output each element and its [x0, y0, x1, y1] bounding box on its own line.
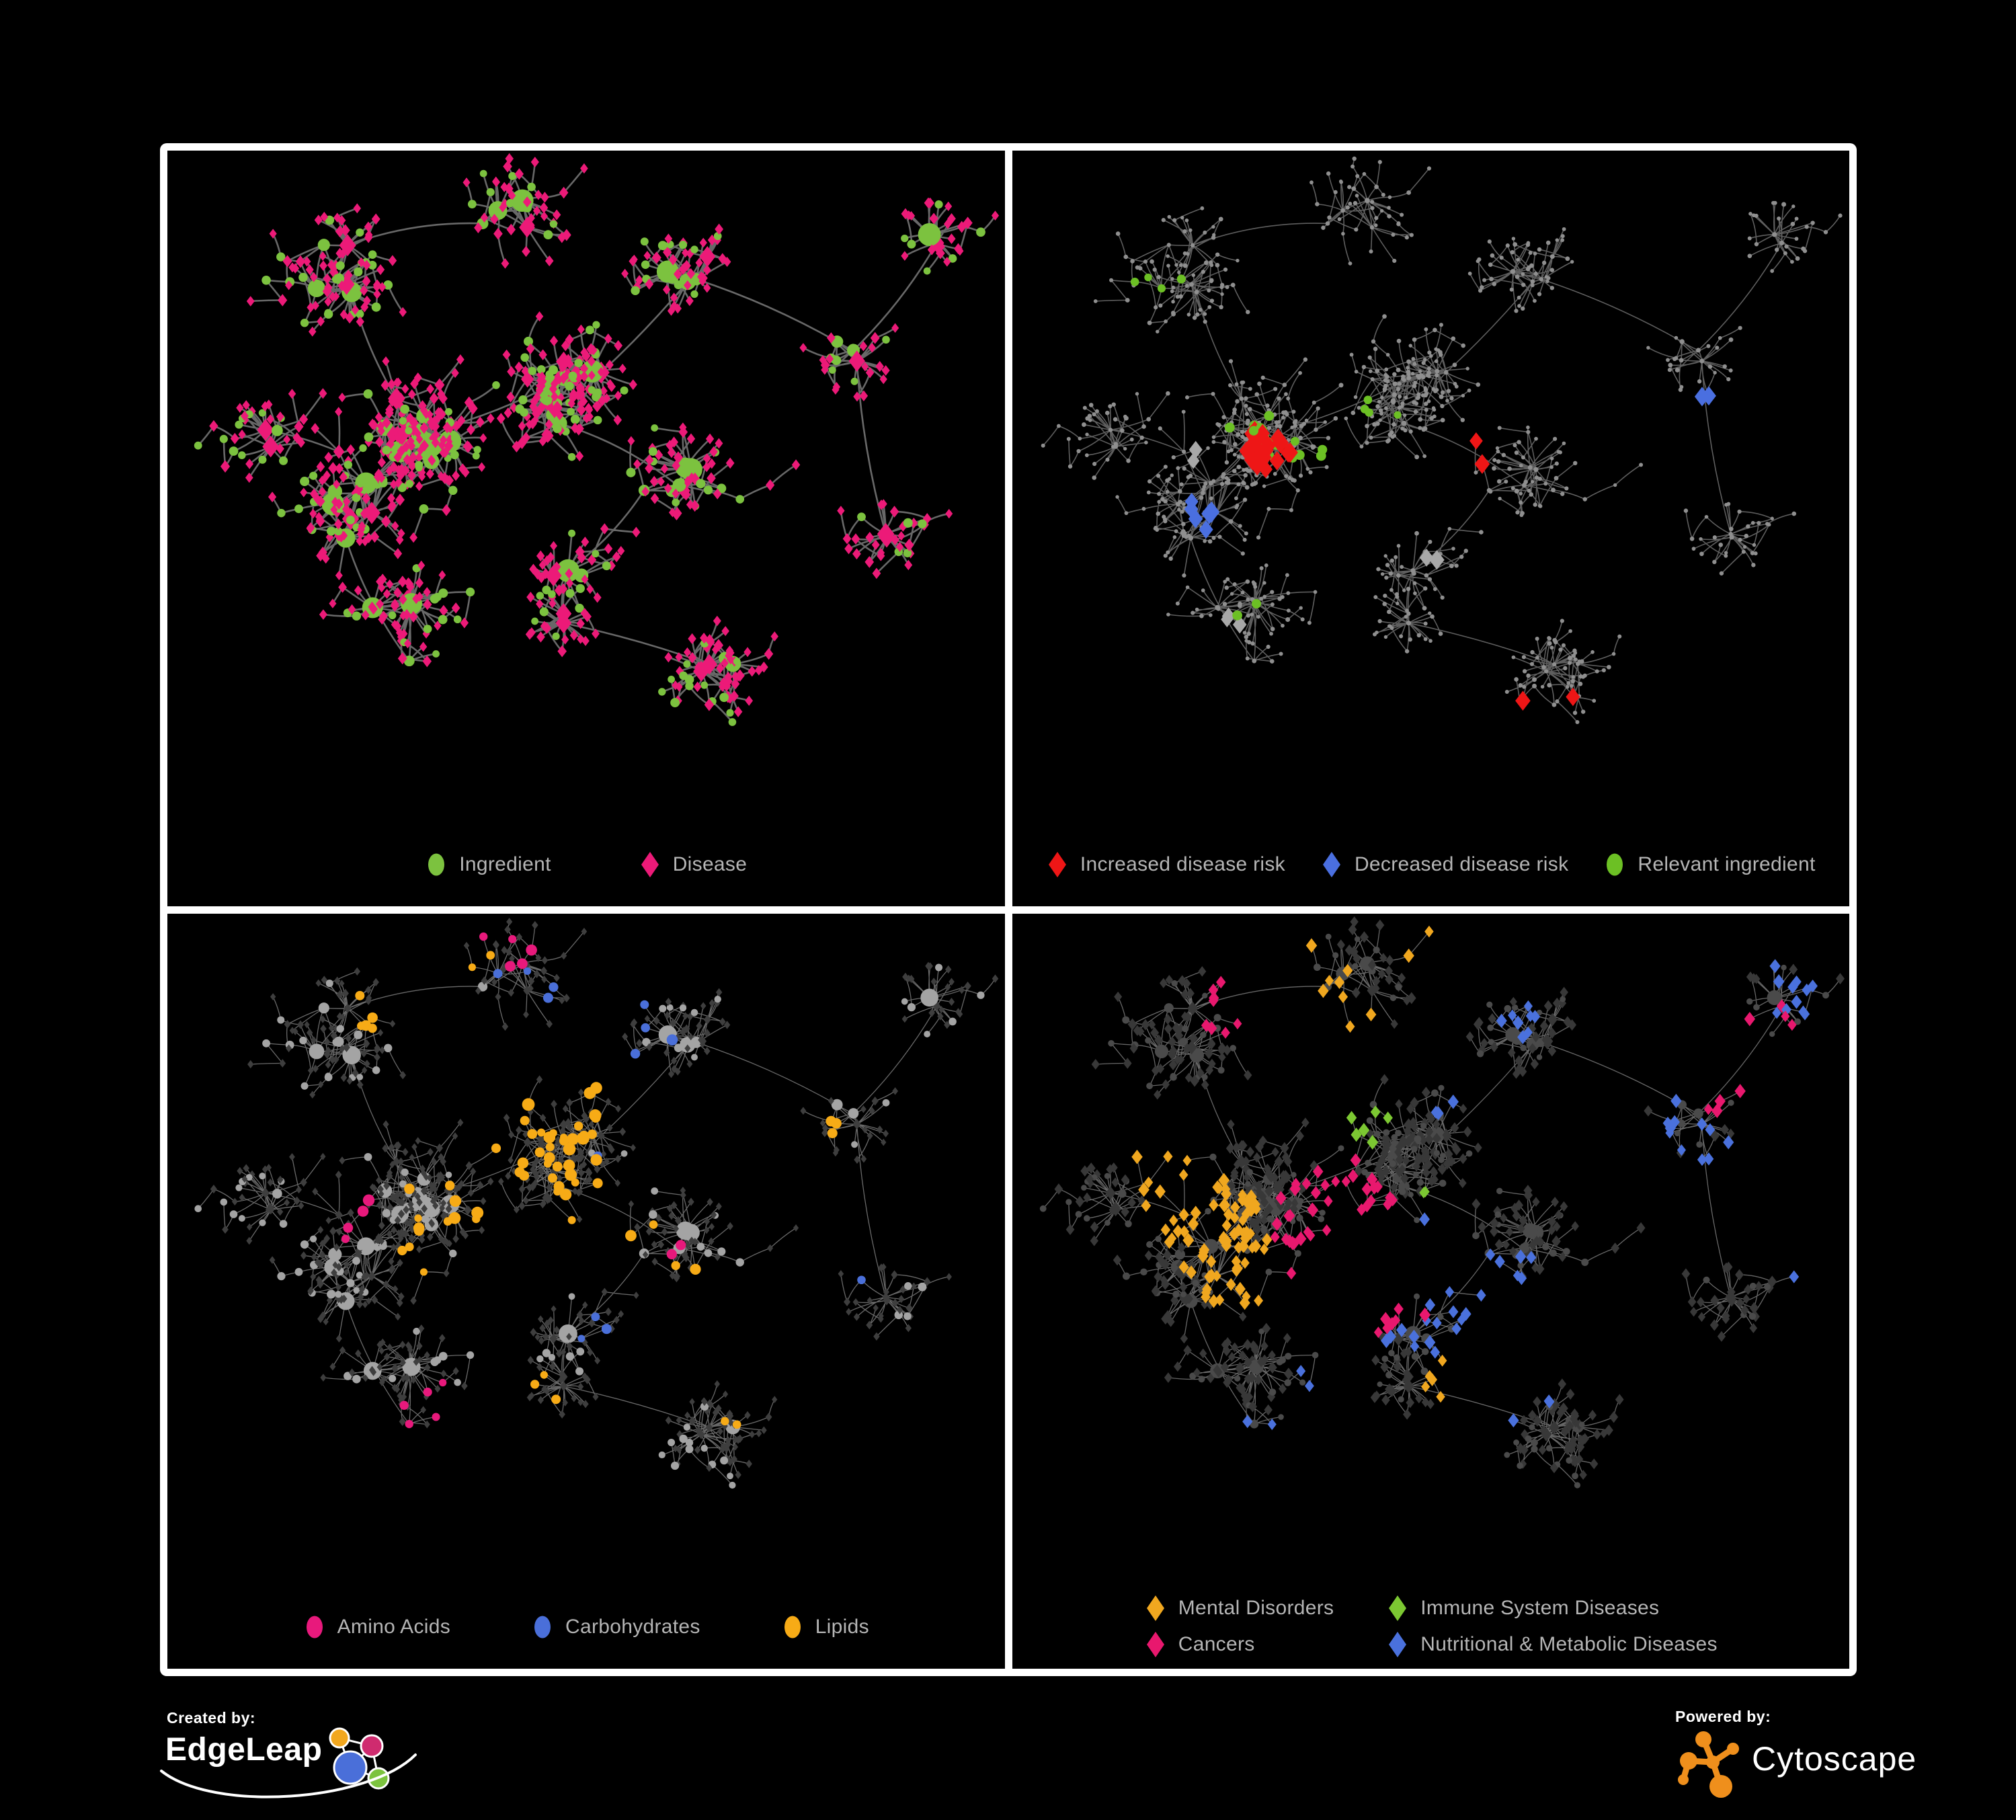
legend-label: Increased disease risk: [1080, 853, 1285, 875]
panel-4-disease-classes: Mental Disorders Immune System Diseases Ca…: [1012, 913, 1850, 1669]
edgeleap-wordmark: EdgeLeap: [165, 1732, 323, 1768]
legend-marker-diamond-icon: [1048, 851, 1066, 877]
legend-item: Disease: [639, 850, 747, 879]
cytoscape-logo-icon: [1678, 1731, 1739, 1798]
legend-label: Nutritional & Metabolic Diseases: [1420, 1633, 1718, 1655]
legend-item: Immune System Diseases: [1386, 1593, 1717, 1623]
legend-item: Carbohydrates: [531, 1612, 700, 1642]
legend-item: Mental Disorders: [1144, 1593, 1334, 1623]
legend-marker-diamond-icon: [1389, 1595, 1407, 1621]
legend-item: Lipids: [781, 1612, 869, 1642]
panel-1-ingredient-disease: Ingredient Disease: [167, 151, 1005, 906]
legend-item: Relevant ingredient: [1603, 850, 1815, 879]
panel-grid: Ingredient Disease Increased disease risk…: [160, 143, 1857, 1676]
legend-item: Ingredient: [425, 850, 551, 879]
panel-3-nutrient-classes: Amino Acids Carbohydrates Lipids: [167, 913, 1005, 1669]
legend-label: Ingredient: [459, 853, 551, 875]
legend-marker-diamond-icon: [1146, 1632, 1164, 1657]
legend-label: Decreased disease risk: [1354, 853, 1569, 875]
legend-marker-circle-icon: [534, 1616, 551, 1638]
legend-item: Amino Acids: [303, 1612, 450, 1642]
created-by-label: Created by:: [167, 1709, 256, 1727]
powered-by-label: Powered by:: [1675, 1708, 1771, 1725]
legend-1: Ingredient Disease: [167, 850, 1005, 879]
legend-marker-circle-icon: [306, 1616, 323, 1638]
edgeleap-branding: Created by: EdgeLeap: [156, 1709, 472, 1817]
legend-item: Cancers: [1144, 1630, 1334, 1659]
legend-label: Amino Acids: [337, 1616, 450, 1638]
legend-label: Disease: [672, 853, 748, 875]
network-svg-3: [194, 917, 999, 1489]
legend-marker-diamond-icon: [1322, 851, 1340, 877]
legend-3: Amino Acids Carbohydrates Lipids: [167, 1612, 1005, 1642]
legend-label: Carbohydrates: [565, 1616, 700, 1638]
legend-marker-diamond-icon: [1146, 1595, 1164, 1621]
legend-item: Increased disease risk: [1046, 850, 1285, 879]
legend-item: Decreased disease risk: [1320, 850, 1568, 879]
legend-label: Lipids: [815, 1616, 869, 1638]
legend-marker-diamond-icon: [1389, 1632, 1407, 1657]
legend-marker-circle-icon: [784, 1616, 801, 1638]
network-svg-2: [1041, 156, 1843, 724]
edgeleap-logo-icon: [329, 1727, 390, 1790]
network-svg-1: [194, 153, 1000, 726]
panel-2-disease-risk: Increased disease risk Decreased disease …: [1012, 151, 1850, 906]
legend-marker-circle-icon: [1607, 853, 1623, 875]
legend-marker-circle-icon: [428, 853, 445, 875]
legend-4: Mental Disorders Immune System Diseases Ca…: [1012, 1593, 1850, 1659]
legend-item: Nutritional & Metabolic Diseases: [1386, 1630, 1717, 1659]
cytoscape-branding: Powered by: Cytoscape: [1675, 1708, 1958, 1809]
network-svg-4: [1039, 916, 1845, 1489]
legend-marker-diamond-icon: [641, 851, 659, 877]
cytoscape-wordmark: Cytoscape: [1752, 1740, 1917, 1778]
legend-label: Immune System Diseases: [1420, 1597, 1660, 1619]
legend-2: Increased disease risk Decreased disease …: [1012, 850, 1850, 879]
legend-label: Relevant ingredient: [1638, 853, 1816, 875]
legend-label: Cancers: [1178, 1633, 1255, 1655]
legend-label: Mental Disorders: [1178, 1597, 1334, 1619]
